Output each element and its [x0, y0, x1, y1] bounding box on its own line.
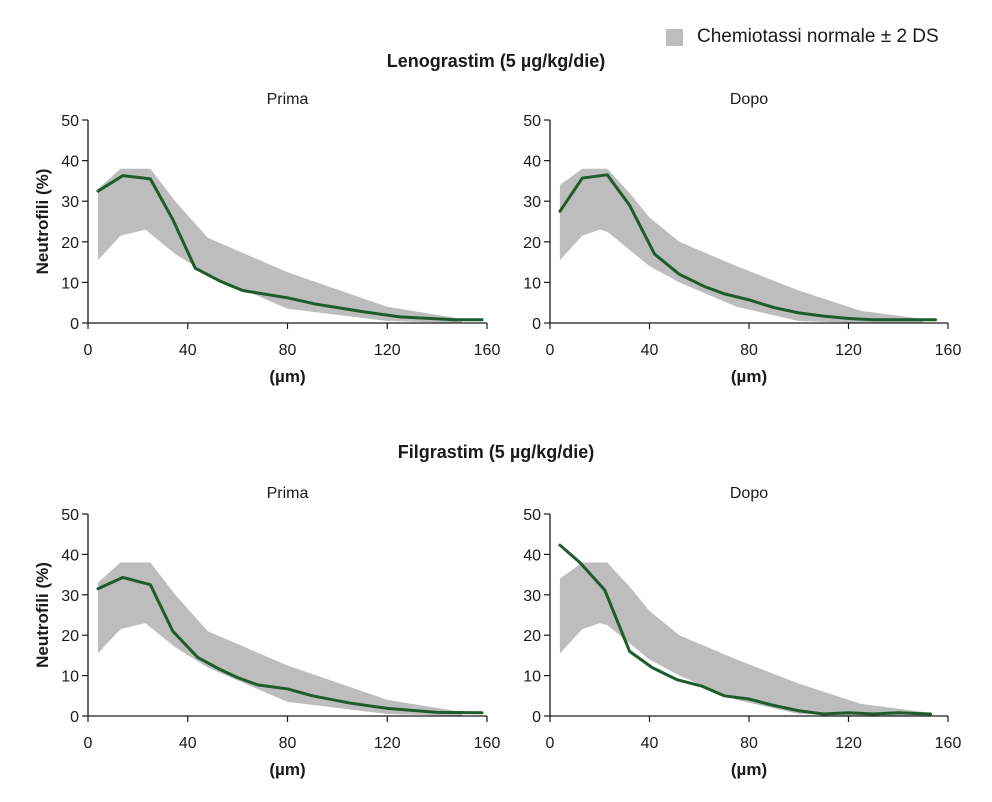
legend: Chemiotassi normale ± 2 DS: [666, 26, 939, 48]
x-tick-label: 80: [279, 735, 297, 752]
y-tick-label: 50: [61, 507, 79, 524]
y-tick-label: 50: [523, 113, 541, 130]
series-line: [558, 543, 933, 716]
y-tick-label: 30: [61, 588, 79, 605]
x-tick-label: 0: [84, 342, 93, 359]
chart-panel: 0 10 20 30 40 50 0 40 80 120 160 Dopo (µm): [523, 485, 961, 779]
x-tick-label: 40: [179, 342, 197, 359]
y-tick-label: 0: [532, 709, 541, 726]
y-tick-label: 30: [61, 194, 79, 211]
y-tick-label: 50: [61, 113, 79, 130]
x-tick-label: 40: [641, 735, 659, 752]
x-tick-label: 160: [935, 735, 962, 752]
y-tick-label: 10: [61, 275, 79, 292]
x-axis-title: (µm): [269, 367, 305, 386]
y-tick-label: 10: [523, 275, 541, 292]
y-tick-label: 10: [61, 669, 79, 686]
panel-title: Prima: [267, 485, 309, 502]
series-line: [558, 173, 938, 322]
x-tick-label: 0: [84, 735, 93, 752]
y-tick-label: 40: [523, 154, 541, 171]
normal-range-band: [559, 168, 924, 323]
y-tick-label: 20: [523, 235, 541, 252]
x-tick-label: 40: [641, 342, 659, 359]
panel-title: Prima: [267, 91, 309, 108]
chart-panel: 0 10 20 30 40 50 0 40 80 120 160 Prima (µm) Neutrofil…: [33, 91, 500, 386]
y-tick-label: 30: [523, 588, 541, 605]
y-axis-title: Neutrofili (%): [33, 562, 52, 668]
y-tick-label: 30: [523, 194, 541, 211]
x-tick-label: 80: [740, 735, 758, 752]
y-tick-label: 20: [61, 235, 79, 252]
normal-range-band: [97, 168, 463, 323]
panel-title: Dopo: [730, 91, 768, 108]
series-line: [96, 575, 484, 715]
x-tick-label: 0: [546, 735, 555, 752]
x-axis-title: (µm): [731, 760, 767, 779]
x-axis-title: (µm): [731, 367, 767, 386]
y-tick-label: 50: [523, 507, 541, 524]
panel-title: Dopo: [730, 485, 768, 502]
normal-range-band: [97, 562, 463, 716]
x-axis-title: (µm): [269, 760, 305, 779]
chart-panel: 0 10 20 30 40 50 0 40 80 120 160 Prima (µm) Neutrofil…: [33, 485, 500, 779]
y-tick-label: 0: [532, 316, 541, 333]
x-tick-label: 160: [474, 342, 501, 359]
legend-swatch: [666, 28, 683, 46]
x-tick-label: 40: [179, 735, 197, 752]
y-tick-label: 40: [61, 154, 79, 171]
chart-panel: 0 10 20 30 40 50 0 40 80 120 160 Dopo (µm): [523, 91, 961, 386]
x-tick-label: 160: [935, 342, 962, 359]
x-tick-label: 120: [374, 342, 401, 359]
y-tick-label: 20: [61, 628, 79, 645]
y-tick-label: 10: [523, 669, 541, 686]
y-tick-label: 40: [61, 547, 79, 564]
group-title-filgrastim: Filgrastim (5 µg/kg/die): [397, 442, 595, 462]
group-title-lenograstim: Lenograstim (5 µg/kg/die): [386, 51, 606, 71]
y-axis-title: Neutrofili (%): [33, 169, 52, 275]
normal-range-band: [559, 562, 924, 716]
x-tick-label: 0: [546, 342, 555, 359]
x-tick-label: 80: [740, 342, 758, 359]
y-tick-label: 40: [523, 547, 541, 564]
y-tick-label: 20: [523, 628, 541, 645]
x-tick-label: 120: [374, 735, 401, 752]
x-tick-label: 160: [474, 735, 501, 752]
y-tick-label: 0: [70, 709, 79, 726]
x-tick-label: 120: [835, 735, 862, 752]
y-tick-label: 0: [70, 316, 79, 333]
x-tick-label: 80: [279, 342, 297, 359]
legend-label: Chemiotassi normale ± 2 DS: [697, 26, 939, 47]
x-tick-label: 120: [835, 342, 862, 359]
